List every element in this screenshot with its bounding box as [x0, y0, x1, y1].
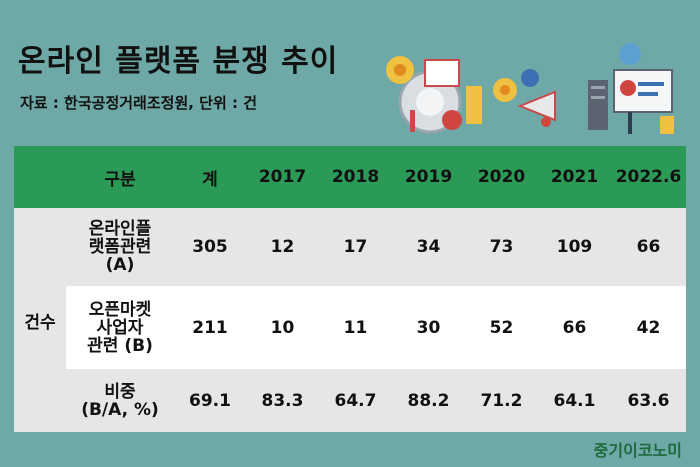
table-cell: 109	[538, 208, 611, 286]
table-cell: 88.2	[392, 369, 465, 432]
header-cell: 2020	[465, 146, 538, 208]
table-cell: 42	[611, 286, 686, 369]
table-cell: 63.6	[611, 369, 686, 432]
row-label: 오픈마켓 사업자 관련 (B)	[66, 286, 174, 369]
table-cell: 73	[465, 208, 538, 286]
table-cell: 10	[246, 286, 319, 369]
table-cell: 66	[538, 286, 611, 369]
table-cell: 17	[319, 208, 392, 286]
table-cell: 211	[174, 286, 246, 369]
publisher-credit: 중기이코노미	[593, 441, 682, 460]
table-header-row: 구분 계 2017 2018 2019 2020 2021 2022.6	[14, 146, 686, 208]
header-corner	[14, 146, 66, 208]
header-cell: 2017	[246, 146, 319, 208]
source-unit-note: 자료 : 한국공정거래조정원, 단위 : 건	[20, 94, 258, 112]
header-cell: 계	[174, 146, 246, 208]
header-cell: 구분	[66, 146, 174, 208]
row-label: 비중 (B/A, %)	[66, 369, 174, 432]
header-cell: 2018	[319, 146, 392, 208]
row-label: 온라인플 랫폼관련 (A)	[66, 208, 174, 286]
table-cell: 64.1	[538, 369, 611, 432]
header-cell: 2021	[538, 146, 611, 208]
table-cell: 69.1	[174, 369, 246, 432]
business-illustration	[386, 43, 674, 134]
header-cell: 2019	[392, 146, 465, 208]
header-cell: 2022.6	[611, 146, 686, 208]
table-cell: 34	[392, 208, 465, 286]
table-cell: 30	[392, 286, 465, 369]
group-label: 건수	[14, 208, 66, 432]
table-cell: 71.2	[465, 369, 538, 432]
table-cell: 11	[319, 286, 392, 369]
page-title: 온라인 플랫폼 분쟁 추이	[18, 44, 339, 79]
table-cell: 52	[465, 286, 538, 369]
table-cell: 66	[611, 208, 686, 286]
table-row: 비중 (B/A, %) 69.1 83.3 64.7 88.2 71.2 64.…	[14, 369, 686, 432]
table-row: 오픈마켓 사업자 관련 (B) 211 10 11 30 52 66 42	[14, 286, 686, 369]
table-row: 건수 온라인플 랫폼관련 (A) 305 12 17 34 73 109 66	[14, 208, 686, 432]
dispute-table: 구분 계 2017 2018 2019 2020 2021 2022.6 건수 …	[14, 146, 686, 432]
table-cell: 83.3	[246, 369, 319, 432]
table-cell: 64.7	[319, 369, 392, 432]
table-cell: 305	[174, 208, 246, 286]
table-cell: 12	[246, 208, 319, 286]
